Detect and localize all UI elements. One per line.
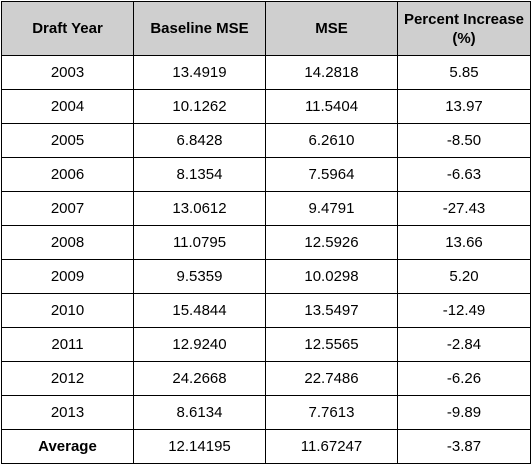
- draft-year-cell: 2003: [1, 55, 134, 90]
- average-baseline-mse: 12.14195: [133, 429, 266, 464]
- percent-increase-cell: 13.97: [397, 89, 531, 124]
- mse-cell: 11.5404: [265, 89, 398, 124]
- draft-year-cell: 2005: [1, 123, 134, 158]
- table-row: 2012 24.2668 22.7486 -6.26: [1, 361, 531, 396]
- draft-year-cell: 2007: [1, 191, 134, 226]
- mse-cell: 13.5497: [265, 293, 398, 328]
- mse-cell: 12.5565: [265, 327, 398, 362]
- table-row: 2003 13.4919 14.2818 5.85: [1, 55, 531, 90]
- table-row: 2004 10.1262 11.5404 13.97: [1, 89, 531, 124]
- table-row: 2007 13.0612 9.4791 -27.43: [1, 191, 531, 226]
- percent-increase-cell: -2.84: [397, 327, 531, 362]
- mse-cell: 6.2610: [265, 123, 398, 158]
- draft-year-cell: 2013: [1, 395, 134, 430]
- table-row: 2005 6.8428 6.2610 -8.50: [1, 123, 531, 158]
- baseline-mse-cell: 24.2668: [133, 361, 266, 396]
- draft-year-cell: 2011: [1, 327, 134, 362]
- baseline-mse-cell: 8.6134: [133, 395, 266, 430]
- average-mse: 11.67247: [265, 429, 398, 464]
- table-row: 2009 9.5359 10.0298 5.20: [1, 259, 531, 294]
- percent-increase-cell: -27.43: [397, 191, 531, 226]
- average-row: Average 12.14195 11.67247 -3.87: [1, 429, 531, 464]
- percent-increase-cell: -6.26: [397, 361, 531, 396]
- draft-year-cell: 2006: [1, 157, 134, 192]
- mse-cell: 22.7486: [265, 361, 398, 396]
- baseline-mse-cell: 9.5359: [133, 259, 266, 294]
- table-row: 2008 11.0795 12.5926 13.66: [1, 225, 531, 260]
- mse-cell: 10.0298: [265, 259, 398, 294]
- baseline-mse-cell: 12.9240: [133, 327, 266, 362]
- header-row: Draft Year Baseline MSE MSE Percent Incr…: [1, 1, 531, 56]
- header-draft-year: Draft Year: [1, 1, 134, 56]
- percent-increase-cell: 5.85: [397, 55, 531, 90]
- mse-cell: 7.7613: [265, 395, 398, 430]
- percent-increase-cell: -9.89: [397, 395, 531, 430]
- baseline-mse-cell: 10.1262: [133, 89, 266, 124]
- percent-increase-cell: -6.63: [397, 157, 531, 192]
- baseline-mse-cell: 13.4919: [133, 55, 266, 90]
- baseline-mse-cell: 13.0612: [133, 191, 266, 226]
- table-row: 2011 12.9240 12.5565 -2.84: [1, 327, 531, 362]
- draft-year-cell: 2008: [1, 225, 134, 260]
- baseline-mse-cell: 6.8428: [133, 123, 266, 158]
- percent-increase-cell: -12.49: [397, 293, 531, 328]
- table-row: 2006 8.1354 7.5964 -6.63: [1, 157, 531, 192]
- percent-increase-cell: 5.20: [397, 259, 531, 294]
- baseline-mse-cell: 8.1354: [133, 157, 266, 192]
- draft-year-cell: 2004: [1, 89, 134, 124]
- header-mse: MSE: [265, 1, 398, 56]
- mse-cell: 9.4791: [265, 191, 398, 226]
- average-label: Average: [1, 429, 134, 464]
- table-row: 2013 8.6134 7.7613 -9.89: [1, 395, 531, 430]
- mse-cell: 7.5964: [265, 157, 398, 192]
- header-baseline-mse: Baseline MSE: [133, 1, 266, 56]
- percent-increase-cell: -8.50: [397, 123, 531, 158]
- mse-cell: 12.5926: [265, 225, 398, 260]
- percent-increase-cell: 13.66: [397, 225, 531, 260]
- header-percent-increase: Percent Increase (%): [397, 1, 531, 56]
- average-percent-increase: -3.87: [397, 429, 531, 464]
- baseline-mse-cell: 11.0795: [133, 225, 266, 260]
- table-row: 2010 15.4844 13.5497 -12.49: [1, 293, 531, 328]
- draft-year-cell: 2010: [1, 293, 134, 328]
- mse-cell: 14.2818: [265, 55, 398, 90]
- draft-year-cell: 2012: [1, 361, 134, 396]
- baseline-mse-cell: 15.4844: [133, 293, 266, 328]
- draft-year-cell: 2009: [1, 259, 134, 294]
